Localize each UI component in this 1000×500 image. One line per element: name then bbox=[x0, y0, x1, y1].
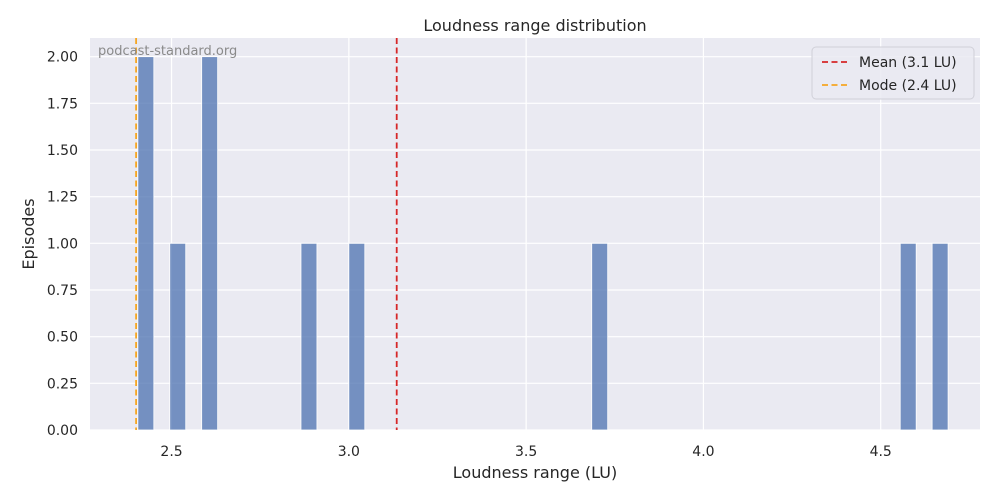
x-tick-labels: 2.5 3.0 3.5 4.0 4.5 bbox=[160, 444, 891, 460]
y-axis-label: Episodes bbox=[19, 198, 38, 269]
y-tick-label: 1.00 bbox=[47, 236, 78, 252]
y-tick-label: 0.25 bbox=[47, 376, 78, 392]
x-tick-label: 4.5 bbox=[870, 444, 892, 460]
legend-label: Mean (3.1 LU) bbox=[859, 55, 957, 71]
legend-label: Mode (2.4 LU) bbox=[859, 78, 957, 94]
y-tick-label: 0.50 bbox=[47, 330, 78, 346]
histogram-bar bbox=[591, 242, 609, 431]
x-tick-label: 2.5 bbox=[160, 444, 182, 460]
chart-title: Loudness range distribution bbox=[423, 16, 646, 35]
x-tick-label: 4.0 bbox=[692, 444, 714, 460]
x-axis-label: Loudness range (LU) bbox=[453, 463, 617, 482]
x-tick-label: 3.5 bbox=[515, 444, 537, 460]
histogram-bar bbox=[931, 242, 949, 431]
histogram-bar bbox=[137, 56, 155, 431]
reference-lines bbox=[135, 38, 398, 430]
bars bbox=[137, 56, 949, 431]
watermark: podcast-standard.org bbox=[98, 44, 237, 59]
legend-box bbox=[811, 46, 975, 100]
y-tick-label: 0.00 bbox=[47, 423, 78, 439]
y-tick-label: 1.25 bbox=[47, 190, 78, 206]
legend: Mean (3.1 LU) Mode (2.4 LU) bbox=[811, 46, 975, 100]
y-tick-label: 1.75 bbox=[47, 96, 78, 112]
histogram-bar bbox=[300, 242, 318, 431]
x-tick-label: 3.0 bbox=[338, 444, 360, 460]
histogram-bar bbox=[348, 242, 366, 431]
y-tick-label: 2.00 bbox=[47, 50, 78, 66]
y-tick-label: 1.50 bbox=[47, 143, 78, 159]
y-tick-label: 0.75 bbox=[47, 283, 78, 299]
histogram-bar bbox=[899, 242, 917, 431]
histogram-bar bbox=[201, 56, 219, 431]
y-tick-labels: 0.00 0.25 0.50 0.75 1.00 1.25 1.50 1.75 2.00 bbox=[47, 50, 78, 439]
histogram-bar bbox=[169, 242, 187, 431]
